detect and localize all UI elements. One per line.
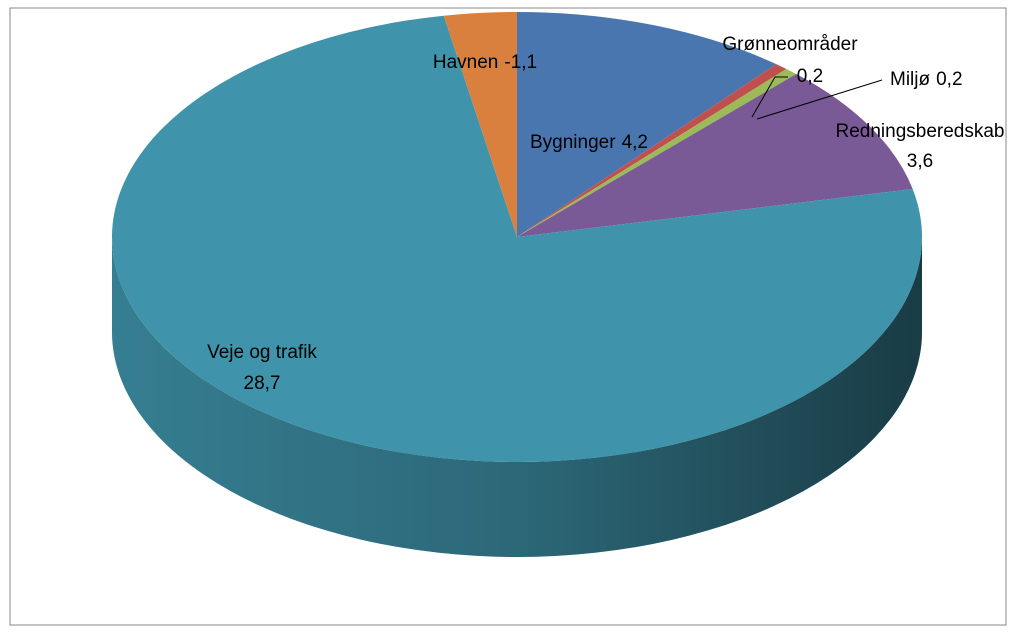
category-name: Redningsberedskab [835,121,1004,142]
category-name: Veje og trafik [207,342,317,363]
leader-line [751,76,788,118]
category-name: Bygninger [530,132,616,153]
data-label: Havnen -1,1 [433,52,537,73]
value-label: -1,1 [504,52,537,73]
data-label: Bygninger 4,2 [530,132,648,153]
slice [517,12,777,237]
value-label: 4,2 [622,132,648,153]
slice [443,12,517,237]
slice [517,74,913,237]
value-label: 0,2 [936,69,962,90]
data-label: Miljø 0,2 [890,69,963,90]
slice-side-shade [112,237,922,557]
leader-line [756,79,883,120]
value-label: 0,2 [797,66,823,87]
category-name: Grønneområder [722,34,858,55]
slice [517,68,797,237]
value-label: 3,6 [907,151,933,172]
category-name: Havnen [433,52,499,73]
slice [517,64,787,238]
slice [112,15,923,462]
value-label: 28,7 [244,373,281,394]
category-name: Miljø [890,69,930,90]
